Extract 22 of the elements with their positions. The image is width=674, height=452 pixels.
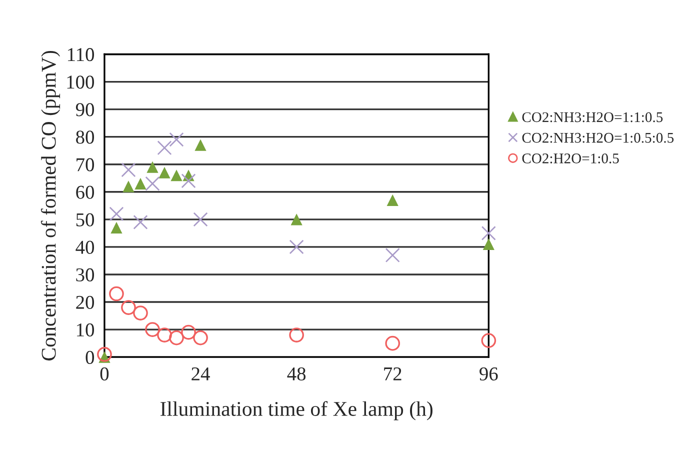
y-tick-label: 30 (76, 268, 94, 282)
y-tick-label: 10 (77, 323, 94, 336)
y-tick-label: 50 (76, 213, 94, 226)
y-tick-label: 110 (68, 48, 94, 62)
legend-label: CO2:NH3:H2O=1:1:0.5 (522, 112, 663, 122)
y-axis-title: Concentration of formed CO (ppmV) (40, 50, 60, 360)
x-axis-title: Illumination time of Xe lamp (h) (160, 401, 432, 420)
x-tick-label: 0 (100, 367, 109, 380)
legend-label: CO2:H2O=1:0.5 (522, 153, 619, 164)
legend-label: CO2:NH3:H2O=1:0.5:0.5 (522, 132, 674, 143)
y-tick-label: 100 (67, 76, 94, 89)
x-tick-label: 48 (287, 367, 306, 380)
x-tick-label: 72 (384, 367, 402, 380)
x-tick-label: 24 (192, 367, 210, 380)
x-tick-label: 96 (480, 367, 498, 380)
y-tick-label: 20 (76, 296, 94, 309)
y-tick-label: 40 (76, 240, 94, 254)
y-tick-label: 90 (76, 103, 94, 116)
y-tick-label: 70 (76, 158, 94, 172)
y-tick-label: 80 (76, 130, 94, 144)
y-tick-label: 0 (86, 350, 94, 364)
y-tick-label: 60 (76, 186, 94, 199)
